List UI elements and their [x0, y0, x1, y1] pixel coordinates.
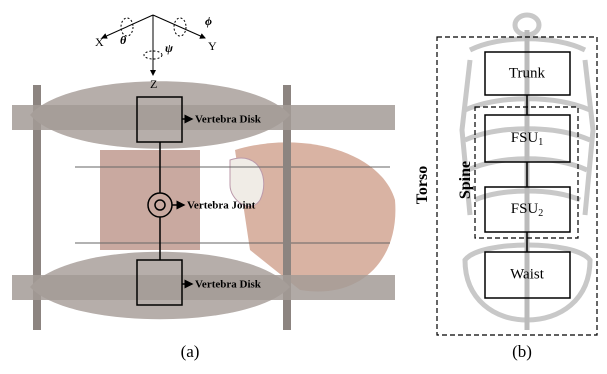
block-label: FSU1	[511, 130, 544, 148]
label: Vertebra Disk	[195, 279, 262, 291]
group-label: Torso	[414, 166, 431, 205]
axis-label: ϕ	[205, 14, 212, 28]
figure: X Y Z θ ϕ ψ Vertebra Disk Vertebra Joint…	[0, 0, 607, 374]
axis-label: Y	[208, 39, 217, 53]
block-label: Waist	[510, 266, 545, 282]
coordinate-axes	[102, 15, 205, 75]
label: Vertebra Disk	[195, 114, 262, 126]
block-label: FSU	[511, 130, 539, 146]
block-label: FSU2	[511, 201, 544, 219]
subscript: 2	[538, 208, 543, 219]
group-label: Spine	[457, 161, 474, 199]
axis-label: θ	[120, 33, 127, 47]
block-label: Trunk	[509, 65, 546, 81]
axis-label: X	[95, 35, 104, 49]
block-label: FSU	[511, 201, 539, 217]
axis-label: ψ	[165, 41, 174, 55]
subscript: 1	[538, 137, 543, 148]
label: Vertebra Joint	[187, 200, 256, 212]
caption: (a)	[181, 342, 200, 361]
axis-label: Z	[150, 77, 157, 91]
caption: (b)	[512, 342, 532, 361]
